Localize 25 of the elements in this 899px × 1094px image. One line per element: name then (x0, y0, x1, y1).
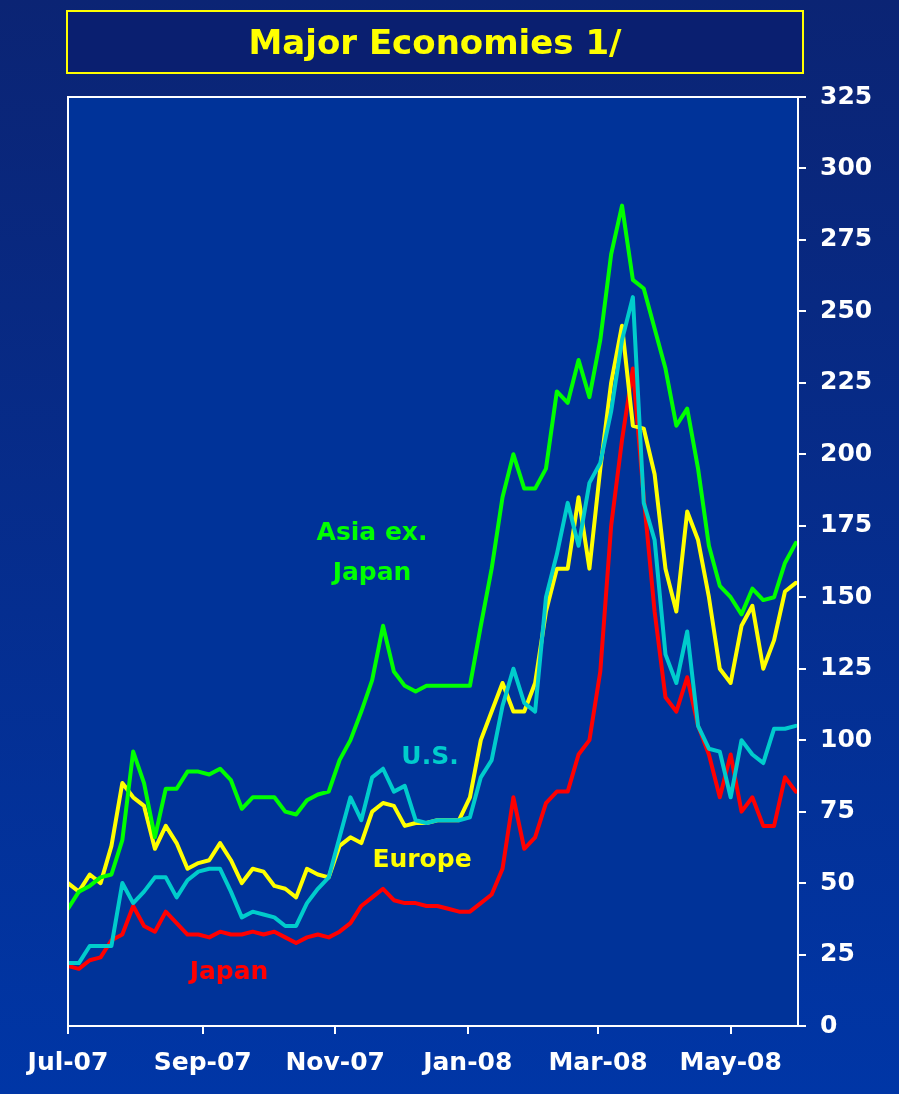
y-tick-label: 25 (820, 938, 855, 968)
y-tick-label: 125 (820, 652, 873, 682)
y-tick-label: 75 (820, 795, 855, 825)
x-tick-label: Nov-07 (285, 1046, 386, 1076)
x-tick-label: Sep-07 (153, 1046, 252, 1076)
y-tick-label: 50 (820, 866, 855, 896)
chart-title: Major Economies 1/ (66, 10, 804, 74)
text: Asia ex. Japan (316, 516, 428, 586)
x-tick-label: May-08 (679, 1046, 782, 1076)
y-tick-label: 300 (820, 151, 873, 181)
y-tick-label: 325 (820, 80, 873, 110)
y-tick-label: 150 (820, 580, 873, 610)
y-tick-label: 0 (820, 1009, 838, 1039)
series-label: U.S. (401, 740, 459, 770)
y-tick-label: 225 (820, 366, 873, 396)
series-label: Japan (187, 955, 269, 985)
x-tick-label: Jul-07 (25, 1046, 109, 1076)
y-tick-label: 100 (820, 723, 873, 753)
y-tick-label: 200 (820, 437, 873, 467)
series-label: Europe (372, 843, 472, 873)
y-tick-label: 275 (820, 223, 873, 253)
x-tick-label: Mar-08 (548, 1046, 648, 1076)
y-tick-label: 175 (820, 509, 873, 539)
y-tick-label: 250 (820, 294, 873, 324)
x-tick-label: Jan-08 (421, 1046, 513, 1076)
